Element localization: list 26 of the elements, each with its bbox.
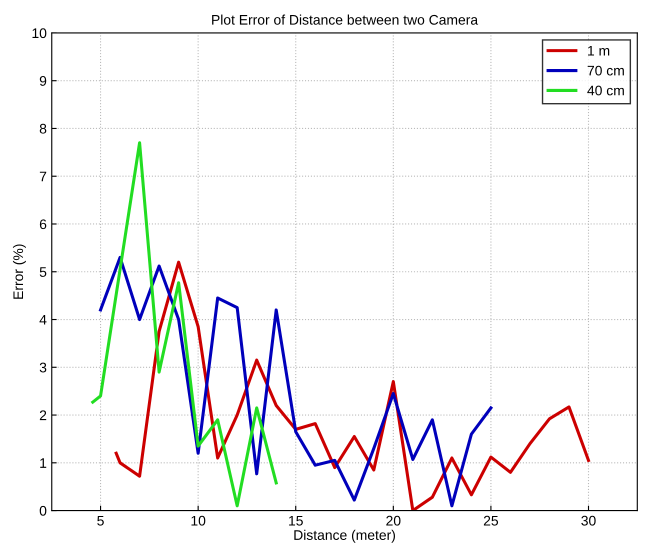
legend-label: 1 m	[588, 46, 610, 56]
y-tick-label: 4	[39, 314, 46, 325]
y-tick-label: 2	[40, 410, 46, 420]
line-series	[99, 256, 492, 508]
y-tick-label: 6	[40, 219, 46, 230]
x-axis-title: Distance (meter)	[294, 530, 395, 543]
x-tick-label: 5	[97, 516, 104, 526]
y-tick-label: 7	[40, 172, 46, 182]
y-tick-label: 3	[40, 362, 46, 372]
x-tick-label: 15	[289, 516, 303, 526]
x-tick-label: 25	[484, 516, 498, 526]
line-series	[91, 141, 278, 508]
chart-title: Plot Error of Distance between two Camera	[212, 14, 478, 25]
x-tick-label: 20	[386, 516, 401, 526]
y-tick-label: 9	[40, 76, 46, 86]
x-tick-label: 30	[581, 516, 596, 526]
legend-label: 40 cm	[587, 86, 624, 96]
y-tick-label: 1	[40, 458, 46, 468]
y-tick-label: 0	[40, 506, 46, 516]
legend-label: 70 cm	[588, 66, 624, 76]
y-tick-label: 10	[32, 28, 46, 38]
y-tick-label: 5	[40, 267, 46, 277]
y-axis-title: Error (%)	[12, 244, 26, 299]
y-tick-label: 8	[40, 124, 46, 134]
x-tick-label: 10	[191, 516, 206, 526]
line-series	[114, 260, 590, 511]
